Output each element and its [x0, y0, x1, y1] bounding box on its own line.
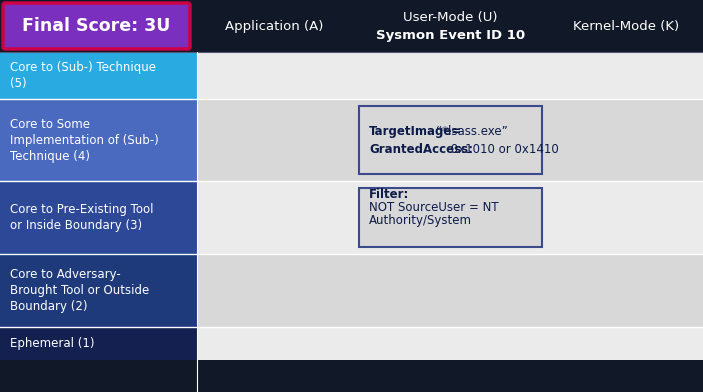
Text: Ephemeral (1): Ephemeral (1) [10, 337, 94, 350]
Text: “*lsass.exe”: “*lsass.exe” [436, 125, 508, 138]
Bar [0, 181, 197, 254]
Bar [197, 327, 703, 360]
FancyBboxPatch shape [3, 3, 190, 49]
Bar [359, 106, 542, 174]
Text: Sysmon Event ID 10: Sysmon Event ID 10 [376, 29, 525, 42]
Bar [197, 254, 703, 327]
Bar [0, 254, 197, 327]
Text: Authority/System: Authority/System [369, 214, 472, 227]
Bar [0, 99, 197, 181]
Bar [0, 327, 197, 360]
Bar [197, 181, 703, 254]
Text: Core to (Sub-) Technique
(5): Core to (Sub-) Technique (5) [10, 61, 156, 90]
Text: Core to Adversary-
Brought Tool or Outside
Boundary (2): Core to Adversary- Brought Tool or Outsi… [10, 268, 149, 313]
Text: 0x1010 or 0x1410: 0x1010 or 0x1410 [447, 143, 559, 156]
Bar [0, 0, 703, 52]
Text: User-Mode (U): User-Mode (U) [404, 11, 498, 24]
Bar [197, 99, 703, 181]
Text: Application (A): Application (A) [226, 20, 323, 33]
Text: NOT SourceUser = NT: NOT SourceUser = NT [369, 200, 498, 214]
Text: TargetImage=: TargetImage= [369, 125, 463, 138]
Bar [197, 52, 703, 99]
Text: Filter:: Filter: [369, 187, 409, 200]
Bar [359, 188, 542, 247]
Text: Final Score: 3U: Final Score: 3U [22, 17, 171, 35]
Text: GrantedAccess:: GrantedAccess: [369, 143, 473, 156]
Text: Kernel-Mode (K): Kernel-Mode (K) [573, 20, 679, 33]
Bar [0, 52, 197, 99]
Text: Core to Pre-Existing Tool
or Inside Boundary (3): Core to Pre-Existing Tool or Inside Boun… [10, 203, 153, 232]
Text: Core to Some
Implementation of (Sub-)
Technique (4): Core to Some Implementation of (Sub-) Te… [10, 118, 159, 163]
